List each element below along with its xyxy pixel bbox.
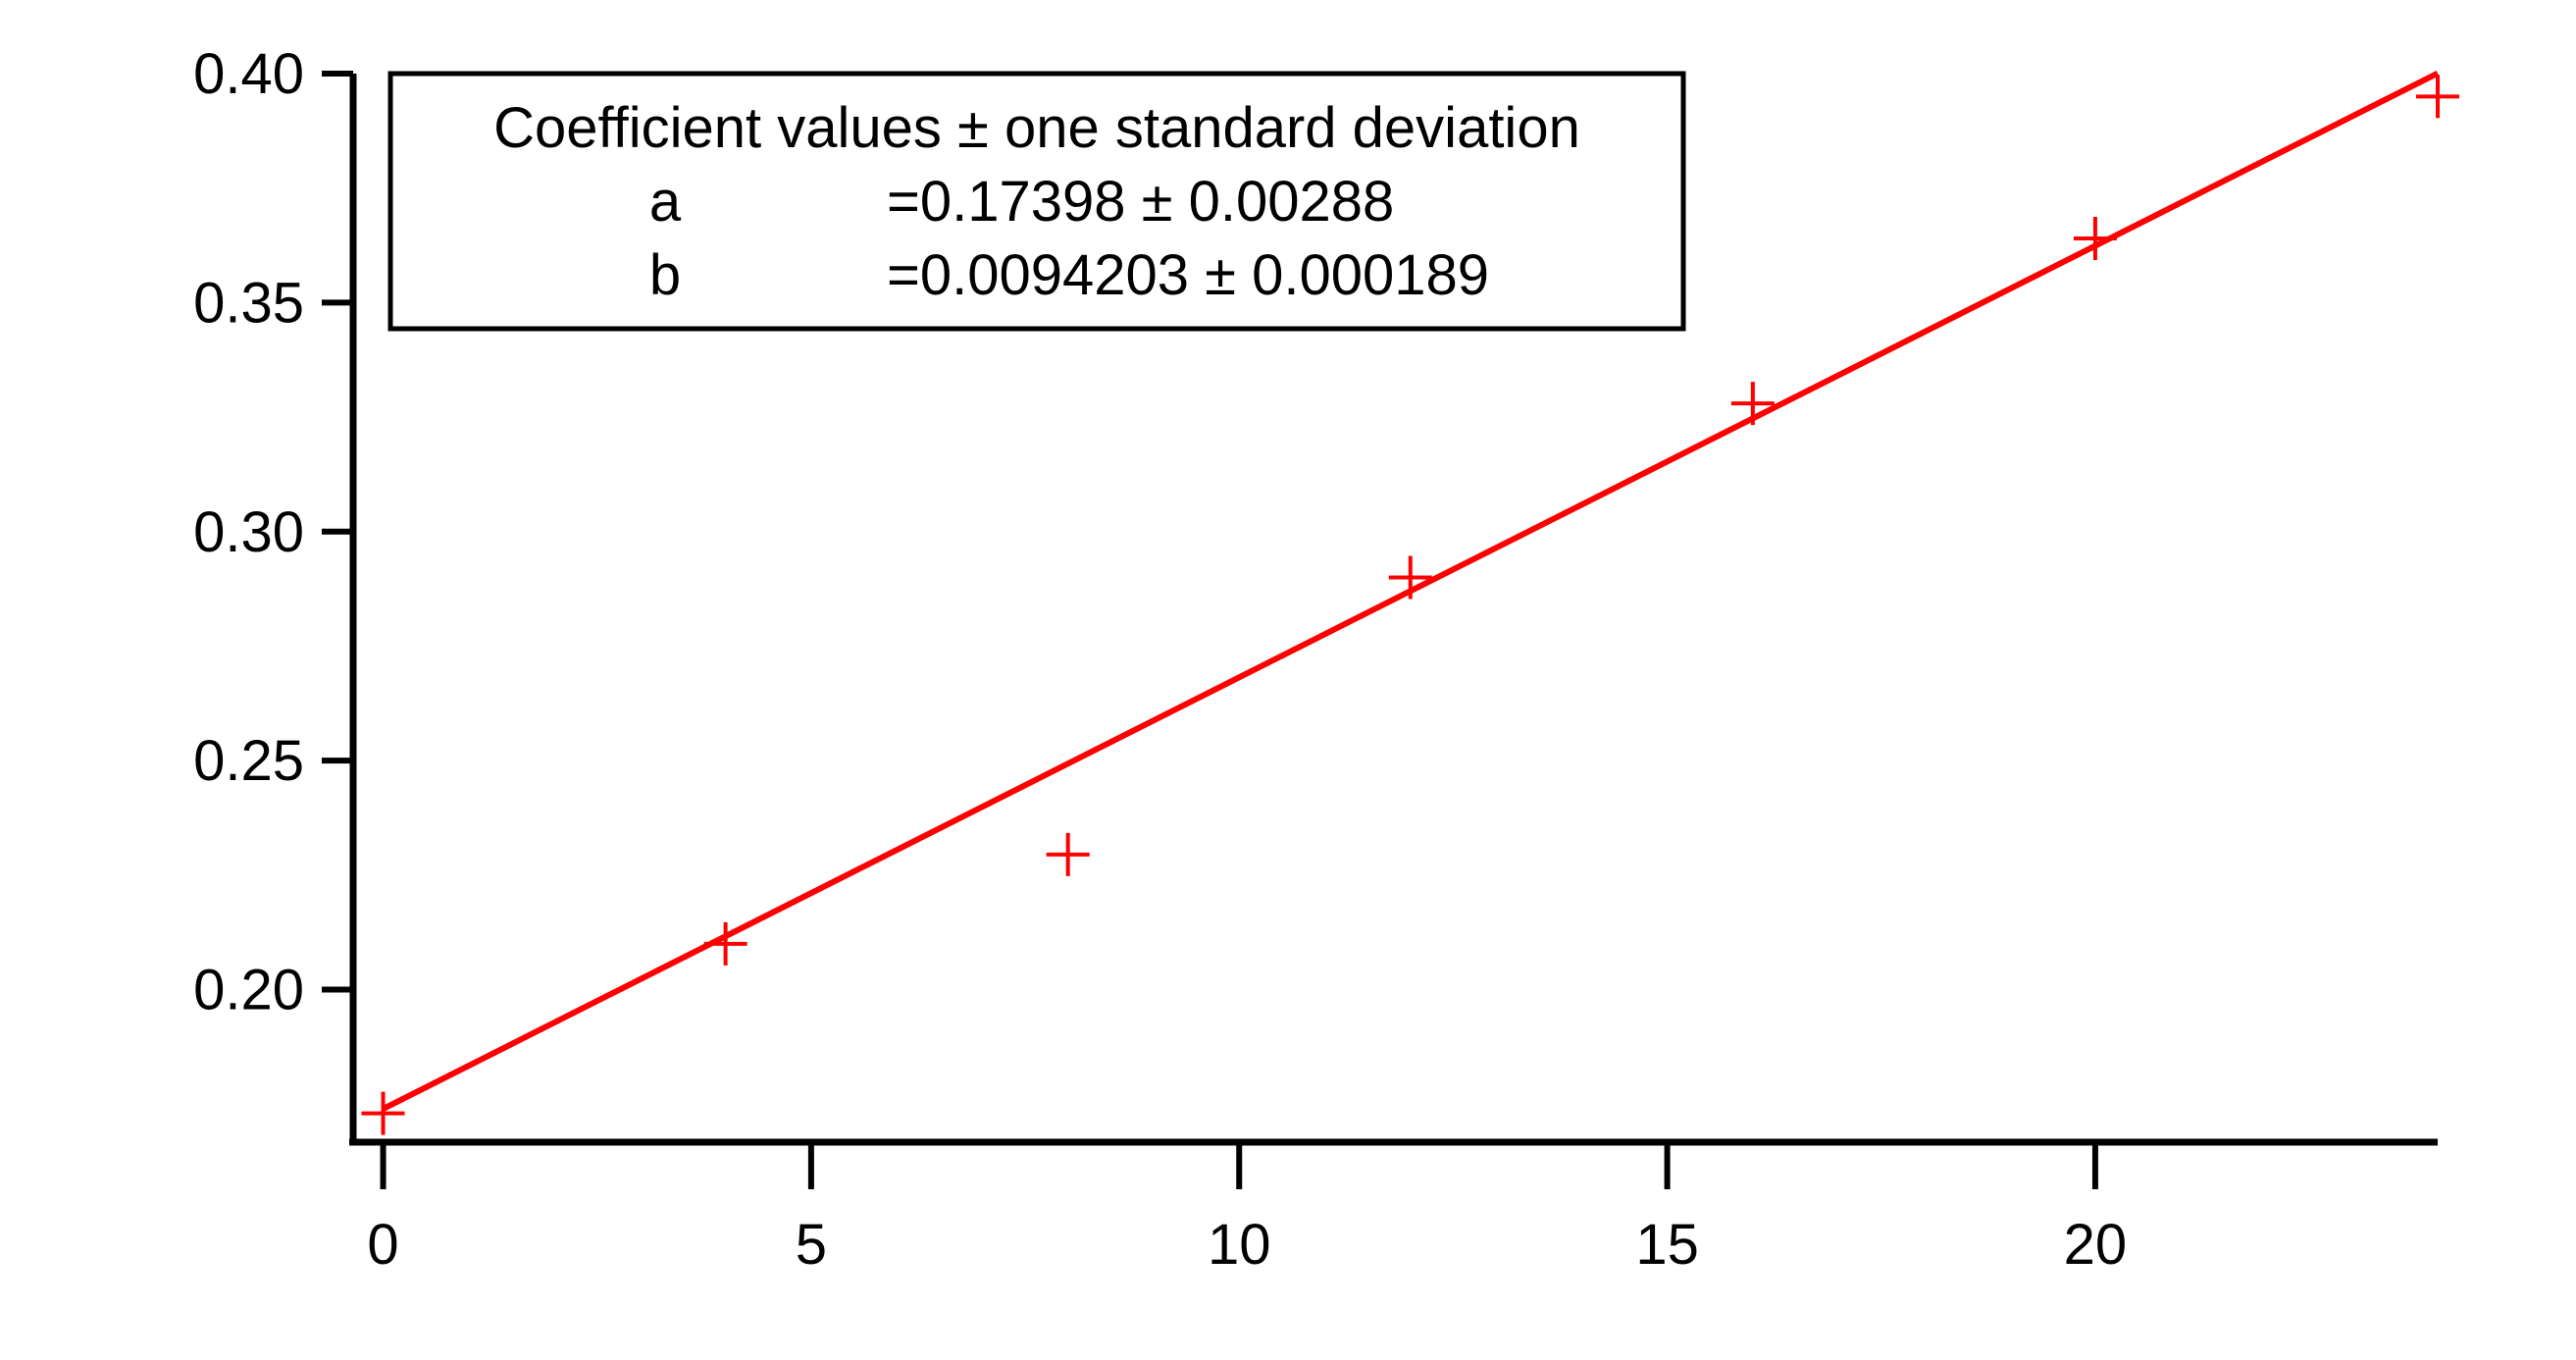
y-tick-label: 0.40 — [193, 42, 304, 106]
legend-row-b-name: b — [649, 243, 681, 307]
legend-row-a-name: a — [649, 170, 682, 234]
legend-row-b-value: =0.0094203 ± 0.000189 — [887, 243, 1489, 307]
x-tick-label: 15 — [1635, 1213, 1699, 1277]
data-point — [2073, 217, 2117, 261]
data-point — [1046, 832, 1090, 876]
y-tick-label: 0.20 — [193, 959, 304, 1022]
y-ticks: 0.20 0.25 0.30 0.35 0.40 — [193, 42, 353, 1022]
x-tick-label: 5 — [796, 1213, 827, 1277]
data-point — [2416, 75, 2459, 119]
data-point — [1388, 555, 1432, 600]
legend-box — [387, 71, 1686, 332]
y-tick-label: 0.35 — [193, 271, 304, 335]
data-points-layer — [361, 75, 2459, 1135]
data-point — [361, 1091, 405, 1135]
y-tick-label: 0.30 — [193, 500, 304, 564]
x-tick-label: 20 — [2064, 1213, 2128, 1277]
data-point — [1730, 382, 1775, 426]
legend-title: Coefficient values ± one standard deviat… — [493, 96, 1580, 160]
legend-row-a-value: =0.17398 ± 0.00288 — [887, 170, 1394, 234]
x-ticks: 0 5 10 15 20 — [367, 1142, 2127, 1277]
x-tick-label: 0 — [367, 1213, 398, 1277]
y-tick-label: 0.25 — [193, 729, 304, 793]
legend: Coefficient values ± one standard deviat… — [387, 71, 1686, 332]
axes: 0.20 0.25 0.30 0.35 0.40 0 5 10 15 20 — [193, 42, 2438, 1277]
data-point — [703, 921, 747, 966]
x-tick-label: 10 — [1208, 1213, 1271, 1277]
